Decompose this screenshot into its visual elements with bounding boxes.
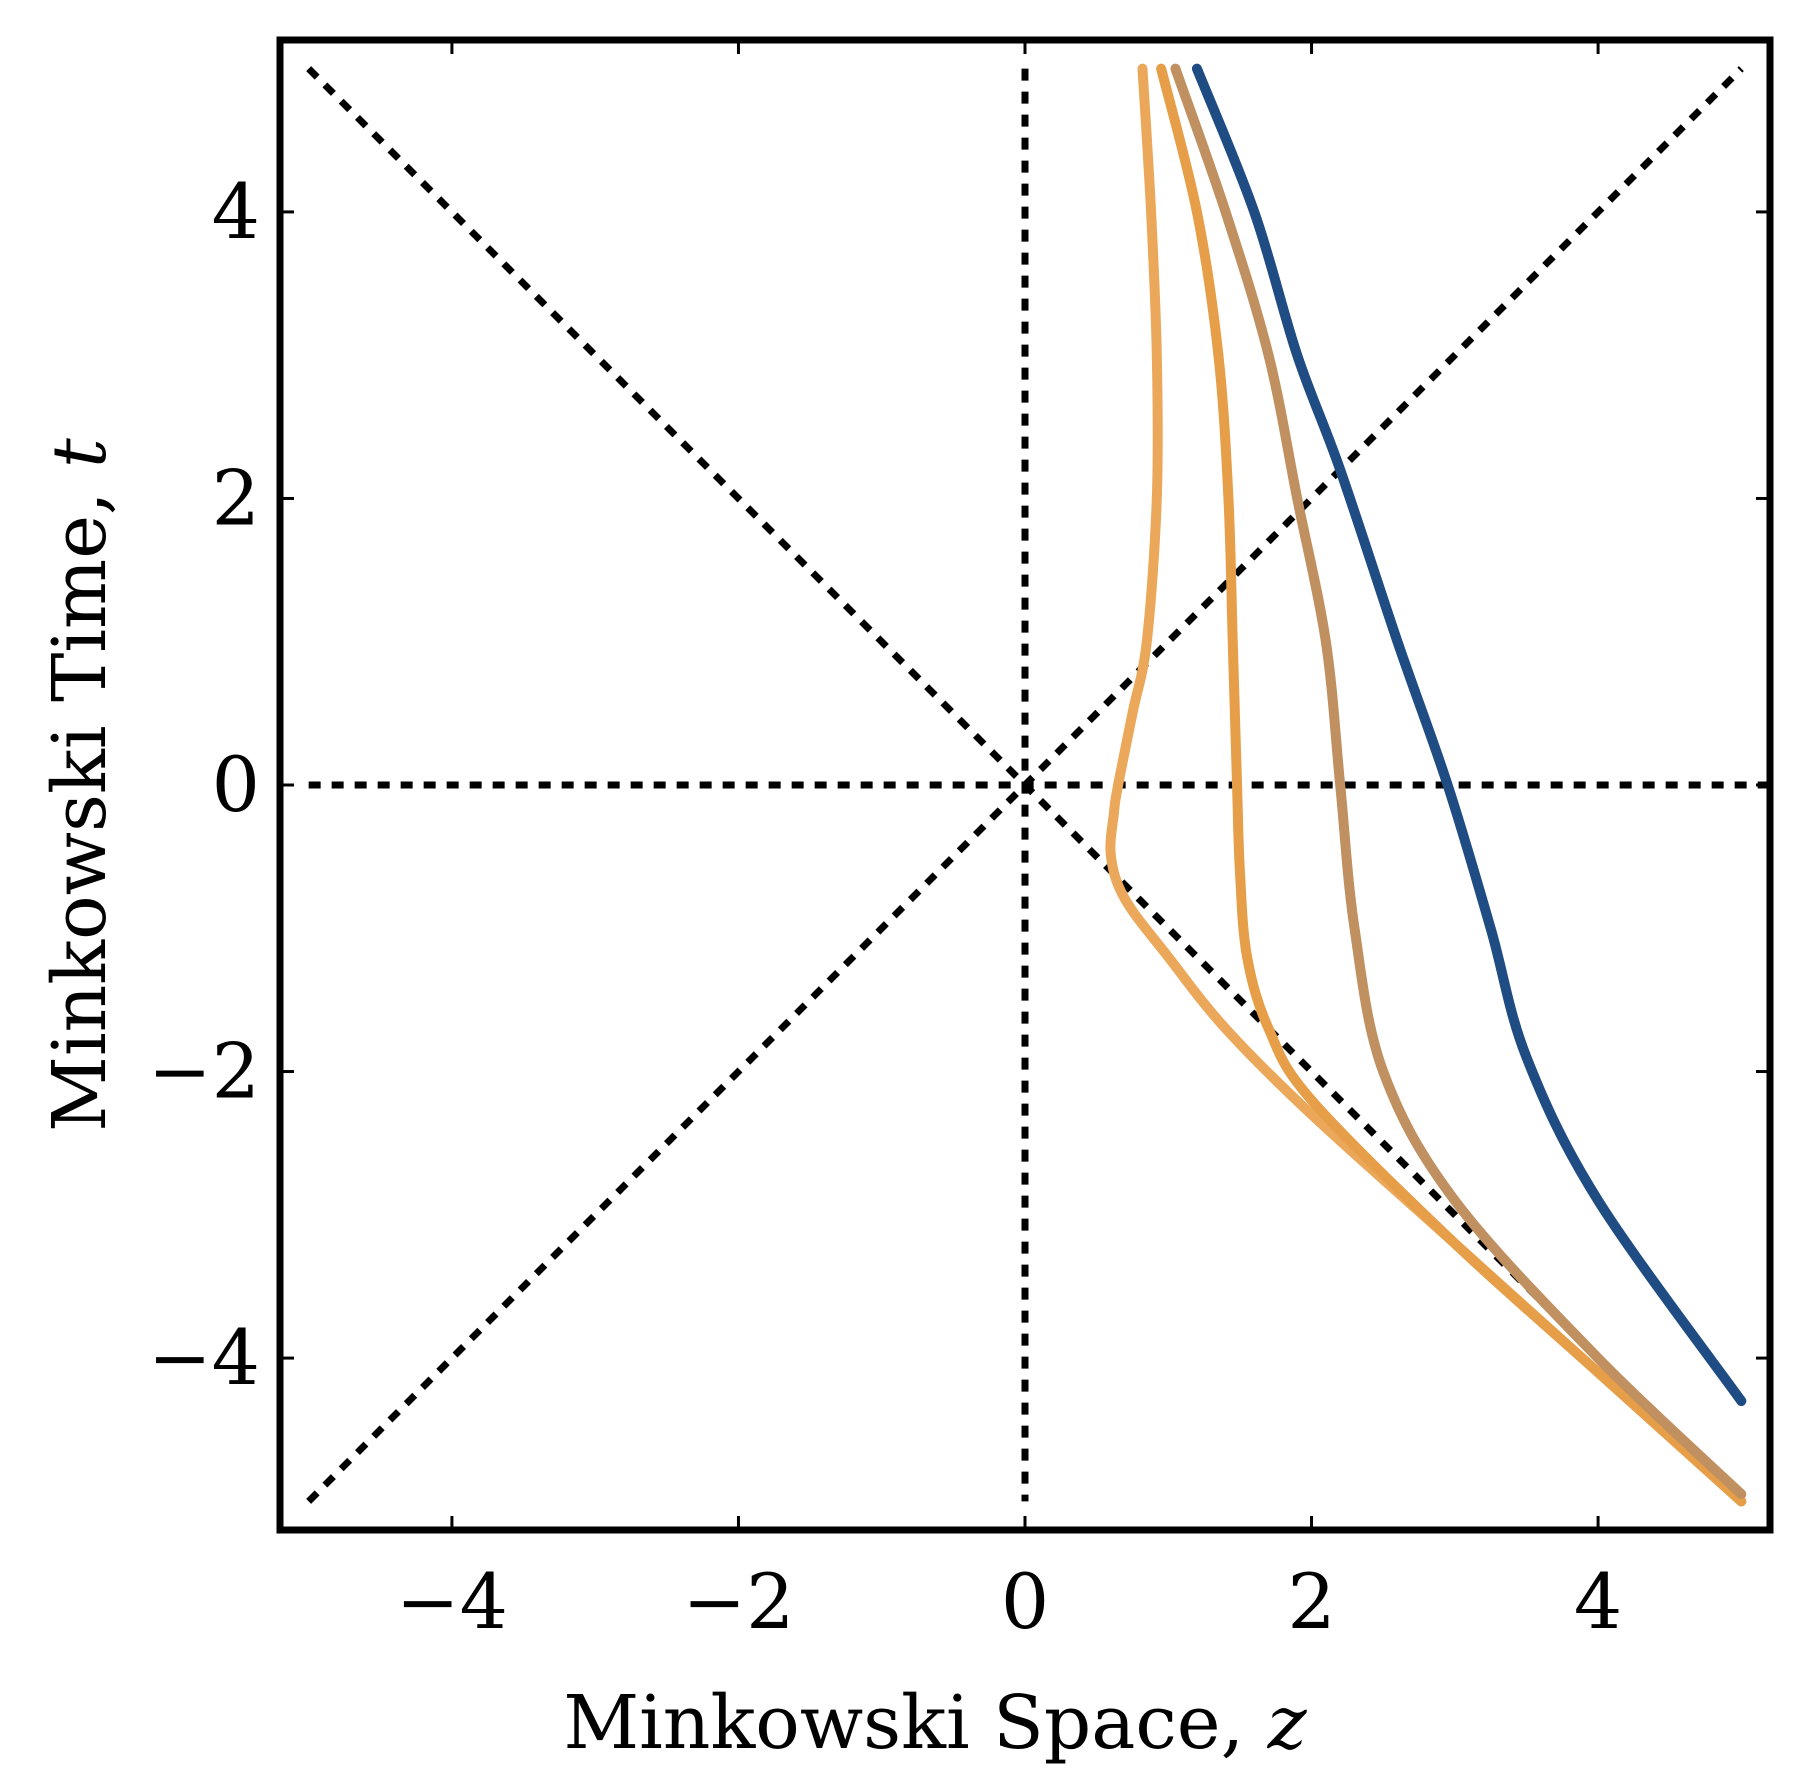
y-axis-label-text: Minkowski Time,: [37, 491, 123, 1131]
x-tick-label: 4: [1574, 1557, 1622, 1646]
x-tick-label: 2: [1287, 1557, 1335, 1646]
x-axis-label: Minkowski Space, z: [563, 1680, 1307, 1766]
y-tick-label: 0: [212, 740, 260, 829]
y-tick-label: −2: [148, 1027, 260, 1116]
x-axis-label-text: Minkowski Space,: [563, 1680, 1244, 1766]
y-axis-label-symbol: t: [37, 438, 123, 468]
series-line-4: [1191, 63, 1747, 1407]
series-lines: [1105, 63, 1747, 1507]
y-tick-label: −4: [148, 1313, 260, 1402]
x-tick-label: 0: [1001, 1557, 1049, 1646]
series-line-3: [1170, 63, 1747, 1500]
y-tick-label: 4: [212, 167, 260, 256]
x-axis-label-symbol: z: [1267, 1680, 1308, 1766]
x-tick-label: −2: [682, 1557, 794, 1646]
y-tick-label: 2: [212, 453, 260, 542]
y-axis-label: Minkowski Time, t: [37, 438, 123, 1132]
tick-labels: −4 −2 0 2 4 −4 −2 0 2 4: [148, 167, 1622, 1646]
plot-frame: [276, 36, 1774, 1534]
series-line-2: [1156, 63, 1747, 1507]
x-tick-label: −4: [396, 1557, 508, 1646]
reference-lines: [306, 66, 1770, 1504]
